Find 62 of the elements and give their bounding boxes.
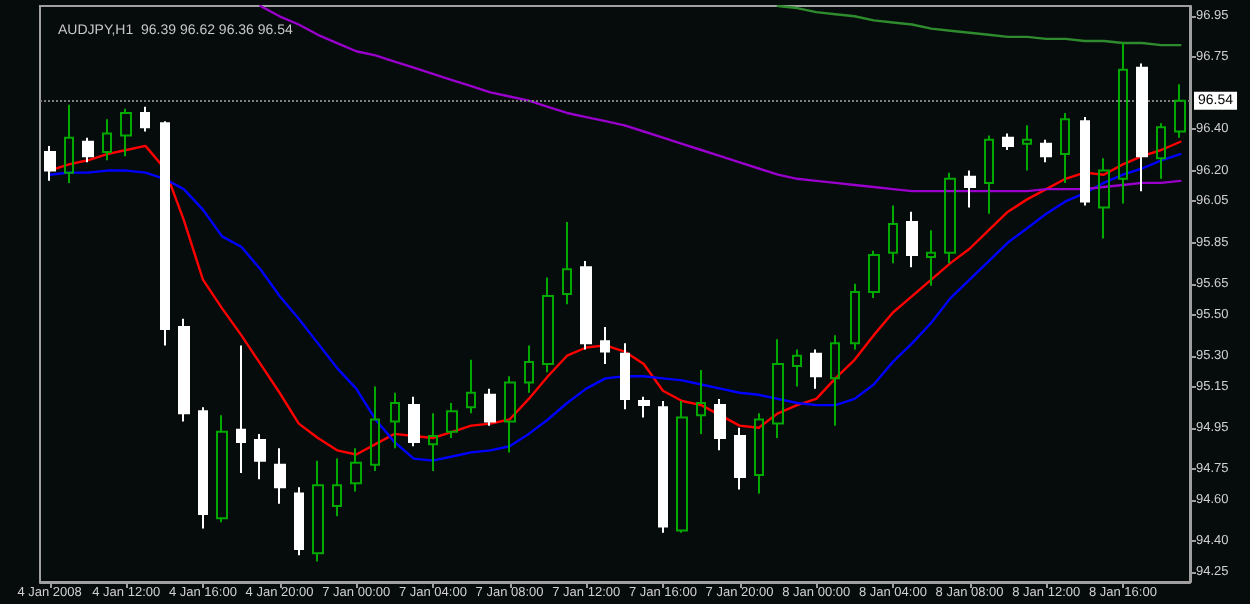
candlestick (926, 229, 936, 287)
candlestick (850, 282, 860, 351)
candlestick (1002, 132, 1014, 151)
candlestick (294, 486, 304, 557)
candlestick (810, 348, 822, 390)
candlestick (408, 395, 420, 448)
candlestick (1040, 138, 1052, 164)
candlestick (504, 375, 516, 454)
candlestick (1136, 62, 1148, 193)
candlestick (216, 414, 228, 524)
candlestick (160, 120, 170, 347)
candlestick (542, 276, 554, 374)
line-series (259, 4, 1182, 193)
candlestick (772, 338, 784, 439)
candlestick (524, 344, 534, 394)
candlestick (792, 348, 802, 388)
candlestick (484, 387, 496, 427)
candlestick (984, 134, 994, 215)
candlestick (676, 399, 688, 534)
candlestick (254, 432, 266, 481)
candlestick (1156, 122, 1166, 180)
candlestick (638, 395, 650, 419)
candlestick (140, 105, 150, 133)
candlestick (888, 204, 898, 265)
candlestick (236, 344, 246, 474)
candlestick (1174, 83, 1186, 139)
candlestick (312, 459, 324, 563)
candlestick (332, 457, 342, 518)
candlestick (178, 317, 190, 423)
candlestick (1022, 124, 1032, 172)
candlestick (600, 325, 610, 365)
candlestick (44, 144, 56, 182)
candlestick (64, 103, 74, 184)
candlestick (714, 397, 726, 452)
candlestick (620, 342, 630, 411)
candlestick (370, 385, 380, 472)
candlestick (562, 221, 572, 306)
candlestick (428, 412, 438, 472)
candlestick (944, 171, 956, 265)
candlestick (120, 107, 132, 158)
candlestick (868, 249, 880, 300)
candlestick (1118, 42, 1128, 205)
candlestick (734, 426, 746, 491)
candlestick (466, 358, 476, 415)
candlestick (964, 169, 976, 209)
line-series (776, 4, 1182, 47)
candlestick (580, 260, 592, 351)
candlestick (906, 210, 918, 269)
candlestick (390, 391, 400, 450)
candlestick (696, 369, 706, 435)
candlestick (102, 118, 112, 162)
candlestick (658, 399, 668, 534)
candlestick (1098, 157, 1110, 240)
candlestick (1060, 111, 1070, 184)
candlestick (274, 447, 286, 505)
candlestick (350, 447, 362, 493)
candlestick (446, 402, 458, 439)
candlestick (198, 406, 208, 530)
candlestick (830, 334, 840, 427)
candlestick (754, 412, 764, 495)
candlestick (82, 136, 94, 164)
candlestick (1080, 116, 1090, 207)
